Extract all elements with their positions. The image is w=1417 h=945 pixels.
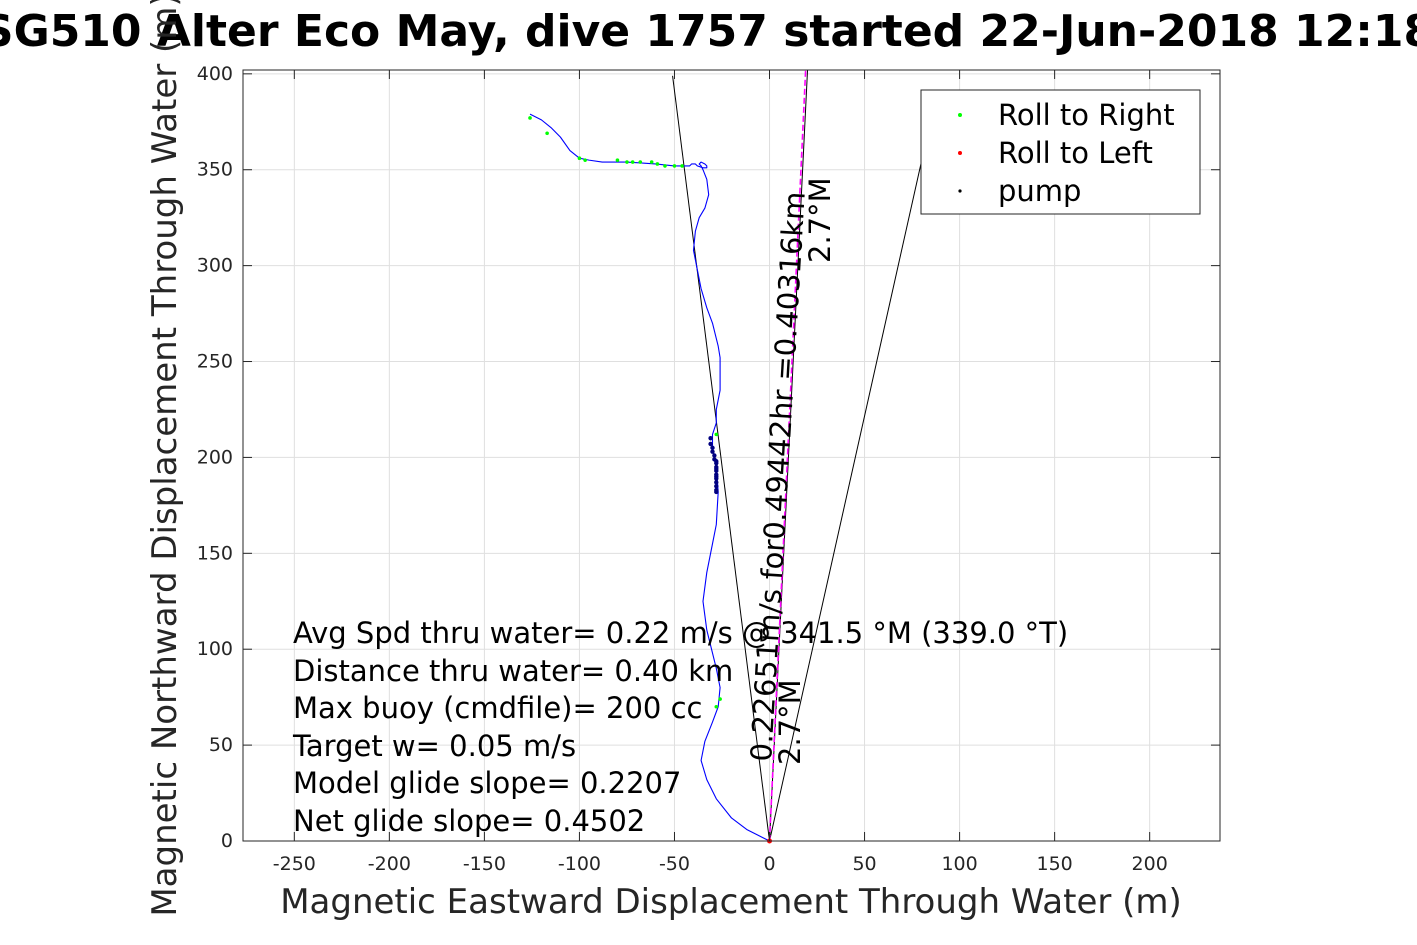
y-tick-label: 250 (197, 351, 233, 373)
scatter-series (708, 436, 719, 495)
legend: Roll to Right Roll to Left pump (920, 89, 1201, 215)
data-point (615, 158, 620, 162)
data-point (680, 164, 684, 168)
x-tick-label: -150 (463, 853, 506, 875)
data-point (528, 116, 532, 120)
grid (243, 70, 1220, 842)
data-point (649, 160, 654, 164)
data-point (577, 156, 582, 161)
reference-line (769, 92, 938, 842)
data-point (625, 160, 629, 164)
series-group (528, 113, 773, 844)
reference-line (672, 75, 771, 842)
x-tick-label: 0 (763, 853, 775, 875)
data-point (545, 131, 549, 136)
data-point (714, 432, 719, 437)
y-tick-label: 0 (221, 830, 233, 852)
plot-frame (242, 69, 1221, 842)
annotation-net-glide: Net glide slope= 0.4502 (293, 804, 645, 838)
y-tick-label: 200 (197, 446, 233, 468)
annotation-target-w: Target w= 0.05 m/s (292, 729, 576, 763)
x-tick-label: -250 (273, 853, 316, 875)
legend-box (920, 89, 1201, 215)
y-tick-label: 50 (209, 734, 233, 756)
data-point (714, 704, 719, 709)
legend-label-roll-left: Roll to Left (998, 136, 1153, 170)
legend-label-roll-right: Roll to Right (998, 98, 1175, 132)
x-tick-label: -200 (368, 853, 411, 875)
y-tick-label: 350 (197, 159, 233, 181)
legend-label-pump: pump (998, 174, 1081, 208)
annotation-avg-speed: Avg Spd thru water= 0.22 m/s @ 341.5 °M … (293, 616, 1068, 650)
chart-title: SG510 Alter Eco May, dive 1757 started 2… (0, 6, 1417, 57)
scatter-series (528, 116, 722, 709)
tick-labels: -250 -200 -150 -100 -50 0 50 100 150 200 0 50 100 150… (197, 63, 1168, 875)
x-tick-label: 100 (941, 853, 977, 875)
data-point (630, 160, 635, 164)
reference-line (768, 69, 807, 842)
x-tick-label: 50 (852, 853, 876, 875)
y-tick-label: 150 (197, 542, 233, 564)
legend-marker-pump (958, 189, 962, 193)
data-point (714, 480, 719, 485)
annotation-distance: Distance thru water= 0.40 km (293, 654, 733, 688)
y-tick-label: 100 (197, 638, 233, 660)
y-tick-label: 400 (197, 63, 233, 85)
data-point (663, 164, 667, 168)
x-tick-label: -50 (659, 853, 690, 875)
reference-lines (672, 69, 938, 842)
x-tick-label: 200 (1132, 853, 1168, 875)
data-point (714, 489, 719, 495)
data-point (672, 164, 677, 168)
data-point (655, 162, 660, 166)
data-point (714, 459, 719, 464)
heading-label-lower: 2.7°M (773, 679, 807, 765)
stats-annotation: Avg Spd thru water= 0.22 m/s @ 341.5 °M … (292, 616, 1068, 838)
annotation-max-buoy: Max buoy (cmdfile)= 200 cc (293, 691, 702, 725)
heading-label-upper: 2.7°M (803, 177, 837, 263)
ticks (243, 70, 1220, 842)
data-point (712, 453, 717, 458)
data-point (710, 449, 715, 454)
x-tick-label: 150 (1036, 853, 1072, 875)
y-axis-label: Magnetic Northward Displacement Through … (145, 0, 185, 917)
track-line (529, 113, 770, 842)
data-point (718, 697, 722, 701)
data-point (708, 436, 713, 441)
y-tick-label: 300 (197, 255, 233, 277)
data-point (714, 466, 719, 472)
data-point (708, 441, 713, 447)
data-point (638, 160, 643, 164)
data-point (583, 158, 587, 162)
x-axis-label: Magnetic Eastward Displacement Through W… (280, 882, 1182, 922)
data-point (710, 445, 715, 451)
x-tick-label: -100 (558, 853, 601, 875)
data-point (714, 474, 719, 479)
legend-marker-roll-left (958, 151, 962, 155)
legend-marker-roll-right (958, 113, 962, 117)
annotation-model-glide: Model glide slope= 0.2207 (293, 766, 681, 800)
data-point (714, 483, 719, 489)
